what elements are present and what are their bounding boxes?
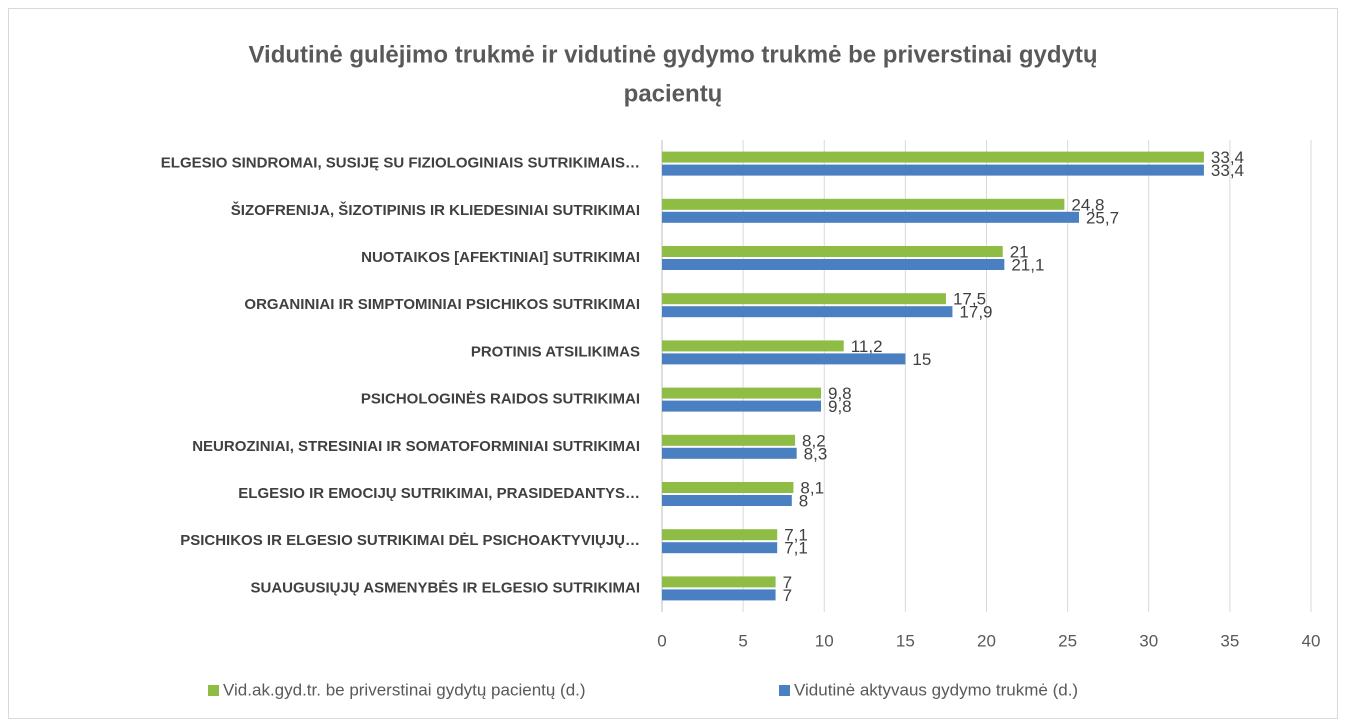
chart-title: pacientų — [624, 80, 723, 107]
bar — [662, 246, 1003, 257]
chart-title: Vidutinė gulėjimo trukmė ir vidutinė gyd… — [248, 41, 1097, 68]
bar — [662, 340, 844, 352]
value-label: 9,8 — [828, 384, 852, 403]
value-label: 11,2 — [851, 337, 883, 356]
bar — [662, 589, 776, 601]
category-label: NEUROZINIAI, STRESINIAI IR SOMATOFORMINI… — [192, 438, 640, 455]
value-label: 8,1 — [800, 478, 824, 497]
value-label: 15 — [912, 350, 931, 369]
value-label: 7,1 — [784, 526, 808, 545]
bar — [662, 353, 906, 365]
bar — [662, 495, 792, 506]
bar — [662, 482, 794, 493]
value-label: 21 — [1010, 242, 1029, 261]
x-tick-label: 30 — [1139, 631, 1158, 650]
category-label: ELGESIO IR EMOCIJŲ SUTRIKIMAI, PRASIDEDA… — [238, 485, 640, 502]
x-tick-label: 5 — [738, 631, 747, 650]
category-label: PROTINIS ATSILIKIMAS — [471, 343, 640, 360]
value-label: 9,8 — [828, 397, 852, 416]
value-label: 8,3 — [804, 444, 828, 463]
value-label: 17,5 — [953, 290, 986, 309]
category-label: PSICHIKOS IR ELGESIO SUTRIKIMAI DĖL PSIC… — [180, 532, 640, 549]
x-tick-label: 15 — [896, 631, 915, 650]
x-tick-label: 40 — [1302, 631, 1321, 650]
bar — [662, 576, 776, 588]
category-label: ORGANINIAI IR SIMPTOMINIAI PSICHIKOS SUT… — [244, 296, 640, 313]
category-label: NUOTAIKOS [AFEKTINIAI] SUTRIKIMAI — [361, 249, 640, 266]
category-label: ŠIZOFRENIJA, ŠIZOTIPINIS IR KLIEDESINIAI… — [231, 201, 640, 219]
value-label: 7 — [783, 573, 792, 592]
value-label: 7 — [783, 586, 792, 605]
value-label: 33,4 — [1211, 148, 1244, 167]
value-label: 8 — [799, 491, 808, 510]
x-tick-label: 20 — [977, 631, 996, 650]
value-label: 33,4 — [1211, 161, 1244, 180]
legend-swatch — [208, 685, 219, 696]
bar — [662, 211, 1079, 223]
bar — [662, 542, 778, 554]
legend-swatch — [779, 685, 790, 696]
legend-label: Vidutinė aktyvaus gydymo trukmė (d.) — [794, 680, 1078, 699]
bar — [662, 400, 822, 412]
bar — [662, 259, 1005, 270]
legend-label: Vid.ak.gyd.tr. be priverstinai gydytų pa… — [223, 680, 586, 699]
x-tick-label: 25 — [1058, 631, 1077, 650]
value-label: 8,2 — [802, 431, 826, 450]
value-label: 25,7 — [1086, 208, 1119, 227]
bar — [662, 198, 1065, 210]
x-tick-label: 35 — [1220, 631, 1239, 650]
bar — [662, 164, 1204, 176]
category-label: ELGESIO SINDROMAI, SUSIJĘ SU FIZIOLOGINI… — [161, 155, 640, 172]
x-tick-label: 0 — [657, 631, 666, 650]
value-label: 17,9 — [959, 303, 992, 322]
bar — [662, 447, 797, 459]
bar — [662, 434, 796, 446]
x-tick-label: 10 — [815, 631, 834, 650]
category-label: SUAUGUSIŲJŲ ASMENYBĖS IR ELGESIO SUTRIKI… — [251, 579, 641, 596]
value-label: 7,1 — [784, 539, 808, 558]
bar — [662, 151, 1204, 163]
bar — [662, 529, 778, 541]
bar — [662, 293, 946, 305]
category-label: PSICHOLOGINĖS RAIDOS SUTRIKIMAI — [361, 391, 640, 408]
value-label: 24,8 — [1071, 195, 1104, 214]
bar — [662, 306, 953, 318]
value-label: 21,1 — [1011, 255, 1044, 274]
bar — [662, 387, 822, 399]
